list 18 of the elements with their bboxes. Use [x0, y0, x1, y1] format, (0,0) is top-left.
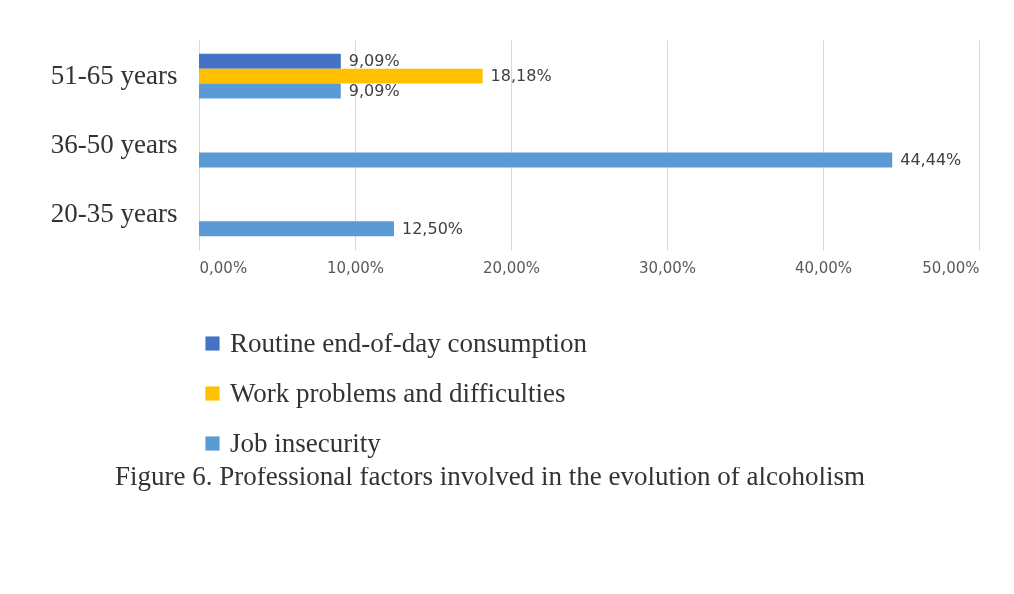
- y-tick-label: 36-50 years: [50, 129, 178, 159]
- legend-label: Routine end-of-day consumption: [230, 327, 588, 358]
- data-label: 9,09%: [348, 81, 400, 101]
- y-tick-label: 20-35 years: [50, 197, 178, 228]
- data-label: 9,09%: [348, 51, 400, 71]
- y-tick-label: 51-65 years: [50, 60, 178, 91]
- legend-label: Job insecurity: [230, 427, 382, 458]
- data-label: 44,44%: [900, 149, 962, 169]
- legend-label: Work problems and difficulties: [230, 377, 566, 408]
- x-tick-label: 50,00%: [922, 258, 980, 277]
- x-tick-label: 20,00%: [482, 258, 541, 277]
- x-tick-label: 10,00%: [326, 258, 385, 277]
- x-tick-label: 30,00%: [638, 258, 697, 277]
- caption: Figure 6. Professional factors involved in the evolution of alcoholism: [114, 461, 866, 493]
- x-tick-label: 0,00%: [199, 258, 248, 277]
- data-label: 12,50%: [402, 218, 464, 238]
- x-tick-label: 40,00%: [794, 258, 853, 277]
- data-label: 18,18%: [490, 66, 552, 86]
